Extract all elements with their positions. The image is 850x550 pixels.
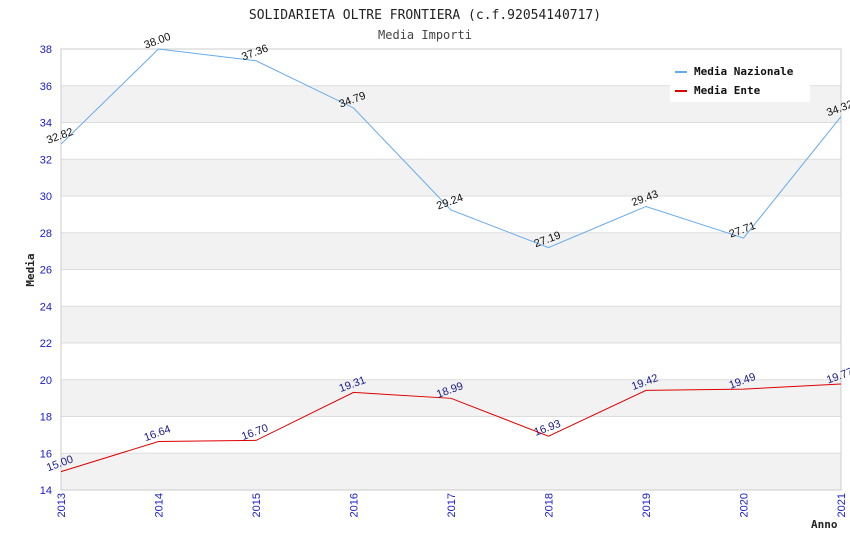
grid-band xyxy=(61,122,841,160)
plot-area-border xyxy=(60,48,842,491)
series-lines xyxy=(60,48,842,473)
y-tick-label: 30 xyxy=(40,191,52,203)
series-line-media-ente xyxy=(60,383,842,473)
y-tick-label: 28 xyxy=(40,228,52,240)
grid-band xyxy=(61,232,841,270)
y-tick-label: 24 xyxy=(40,301,52,313)
x-tick-label: 2021 xyxy=(836,493,848,517)
y-tick-label: 38 xyxy=(40,44,52,56)
x-tick-label: 2018 xyxy=(544,493,556,517)
grid-band xyxy=(61,306,841,343)
legend-label-media-nazionale: Media Nazionale xyxy=(694,65,794,78)
x-tick-labels: 2013 2014 2015 2016 2017 2018 2019 2020 2021 xyxy=(56,493,848,517)
x-tick-label: 2013 xyxy=(56,493,68,517)
y-tick-label: 20 xyxy=(40,375,52,387)
y-axis-label: Media xyxy=(24,253,37,286)
data-label-media-nazionale: 38.00 xyxy=(142,31,172,52)
y-tick-label: 32 xyxy=(40,154,52,166)
y-tick-label: 16 xyxy=(40,448,52,460)
legend: Media Nazionale Media Ente xyxy=(670,60,810,102)
x-axis-label: Anno xyxy=(811,518,838,531)
y-tick-label: 22 xyxy=(40,338,52,350)
legend-label-media-ente: Media Ente xyxy=(694,84,761,97)
grid-band xyxy=(61,269,841,307)
legend-box xyxy=(670,60,810,102)
grid-band xyxy=(61,453,841,490)
grid-band xyxy=(61,416,841,454)
y-tick-label: 26 xyxy=(40,265,52,277)
grid-band xyxy=(61,343,841,380)
chart-title: SOLIDARIETA OLTRE FRONTIERA (c.f.9205414… xyxy=(249,8,601,23)
y-tick-label: 18 xyxy=(40,412,52,424)
series-line-media-nazionale xyxy=(60,48,842,249)
x-tick-label: 2020 xyxy=(739,493,751,517)
grid-bands xyxy=(61,49,841,490)
y-tick-label: 14 xyxy=(40,485,52,497)
chart-subtitle: Media Importi xyxy=(378,28,472,42)
y-tick-label: 36 xyxy=(40,81,52,93)
x-tick-label: 2019 xyxy=(641,493,653,517)
grid-band xyxy=(61,196,841,233)
x-tick-label: 2014 xyxy=(154,493,166,517)
y-tick-label: 34 xyxy=(40,118,52,130)
grid-band xyxy=(61,159,841,196)
x-tick-label: 2017 xyxy=(446,493,458,517)
y-tick-labels: 14 16 18 20 22 24 26 28 30 32 34 36 38 xyxy=(40,44,52,497)
x-tick-label: 2015 xyxy=(251,493,263,517)
x-tick-label: 2016 xyxy=(349,493,361,517)
